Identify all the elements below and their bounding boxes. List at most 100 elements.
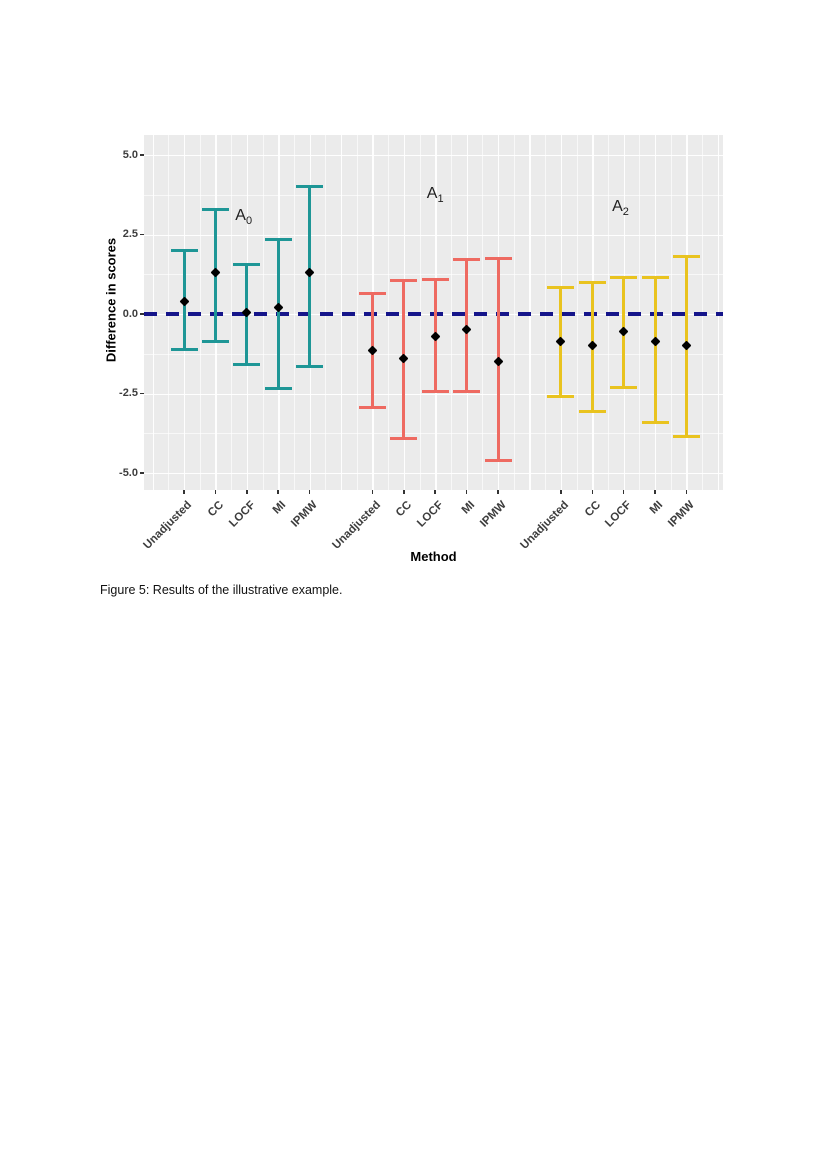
- gridline-horizontal-minor: [144, 274, 723, 276]
- error-bar-cap: [233, 263, 261, 267]
- point-estimate: [618, 326, 629, 337]
- y-tick-mark: [140, 392, 144, 395]
- error-bar-cap: [547, 395, 575, 399]
- x-tick-mark: [246, 490, 248, 494]
- y-tick-label: 2.5: [122, 228, 138, 240]
- y-tick-label: -5.0: [119, 466, 138, 479]
- group-label-text: A: [426, 184, 438, 202]
- point-estimate: [398, 353, 409, 364]
- group-label-a0: A0: [235, 207, 252, 227]
- error-bar-cap: [578, 280, 606, 284]
- group-label-text: A: [235, 206, 246, 224]
- error-bar-cap: [610, 275, 638, 279]
- error-bar-cap: [547, 285, 575, 289]
- x-tick-label: IPMW: [289, 499, 321, 530]
- y-tick-label: -2.5: [119, 387, 138, 399]
- plot-panel: A0 A1 A2: [144, 135, 723, 490]
- y-tick-mark: [140, 313, 144, 315]
- point-estimate: [430, 331, 441, 342]
- x-tick-mark: [622, 490, 625, 494]
- error-bar-cap: [358, 406, 386, 410]
- error-bar-cap: [641, 420, 669, 424]
- gridline-horizontal-major: [144, 473, 723, 475]
- x-tick-label: CC: [582, 499, 603, 520]
- error-bar-cap: [233, 363, 261, 367]
- y-tick-mark: [140, 154, 144, 156]
- y-tick-mark: [140, 472, 144, 474]
- x-tick-label: Unadjusted: [518, 499, 572, 552]
- group-label-subscript: 1: [437, 192, 444, 205]
- x-tick-mark: [560, 490, 562, 494]
- point-estimate: [681, 340, 692, 351]
- error-bar-stem: [653, 277, 657, 423]
- point-estimate: [493, 356, 503, 367]
- gridline-horizontal-major: [144, 234, 723, 236]
- error-bar-cap: [296, 185, 324, 189]
- gridline-horizontal-minor: [144, 353, 723, 355]
- error-bar-cap: [484, 458, 512, 462]
- figure-caption: Figure 5: Results of the illustrative ex…: [100, 583, 343, 597]
- group-label-subscript: 0: [245, 215, 253, 228]
- x-tick-mark: [308, 490, 311, 494]
- x-tick-mark: [214, 490, 217, 494]
- x-tick-mark: [497, 490, 499, 494]
- x-tick-label: LOCF: [415, 499, 446, 530]
- x-tick-label: MI: [459, 499, 478, 517]
- x-tick-label: MI: [271, 499, 289, 517]
- error-bar-cap: [641, 275, 669, 279]
- point-estimate: [304, 267, 315, 278]
- x-tick-mark: [654, 490, 656, 494]
- error-bar-stem: [276, 239, 280, 389]
- x-tick-label: Unadjusted: [141, 499, 195, 552]
- point-estimate: [210, 267, 221, 278]
- x-tick-mark: [465, 490, 468, 494]
- group-label-a2: A2: [612, 197, 629, 217]
- x-tick-mark: [434, 490, 436, 494]
- error-bar-cap: [201, 339, 229, 343]
- error-bar-cap: [264, 387, 292, 391]
- gridline-horizontal-minor: [144, 194, 723, 196]
- point-estimate: [587, 340, 598, 351]
- gridline-horizontal-minor: [144, 433, 723, 435]
- x-tick-mark: [371, 490, 374, 494]
- error-bar-cap: [578, 409, 606, 413]
- x-tick-mark: [183, 490, 185, 494]
- error-bar-cap: [390, 436, 418, 440]
- error-bar-cap: [358, 291, 386, 295]
- x-tick-label: MI: [647, 499, 666, 517]
- error-bar-cap: [453, 258, 481, 262]
- error-bar-cap: [453, 390, 481, 394]
- x-axis-labels: Unadjusted CC LOCF MI IPMW Unadjusted CC LOCF MI…: [141, 497, 723, 587]
- error-bar-cap: [201, 207, 229, 211]
- x-tick-mark: [277, 490, 279, 494]
- error-bar-cap: [264, 237, 292, 241]
- group-label-subscript: 2: [622, 205, 629, 218]
- y-tick-label: 5.0: [122, 148, 138, 161]
- point-estimate: [650, 336, 660, 346]
- x-tick-mark: [591, 490, 593, 494]
- y-tick-mark: [140, 233, 144, 236]
- x-tick-label: CC: [394, 499, 415, 520]
- x-axis-title: Method: [410, 549, 457, 564]
- group-label-a1: A1: [427, 185, 444, 205]
- zero-reference-line: [144, 312, 723, 316]
- x-tick-label: LOCF: [226, 499, 258, 530]
- gridline-horizontal-major: [144, 155, 723, 157]
- error-bar-cap: [610, 385, 638, 389]
- y-axis-title: Difference in scores: [103, 237, 119, 363]
- gridline-horizontal-major: [144, 393, 723, 395]
- error-bar-cap: [390, 279, 418, 283]
- x-tick-mark: [685, 490, 688, 494]
- error-bar-cap: [672, 255, 700, 259]
- x-tick-label: IPMW: [666, 499, 697, 530]
- point-estimate: [461, 324, 472, 335]
- error-bar-cap: [672, 434, 700, 438]
- error-bar-cap: [421, 277, 449, 281]
- error-bar-cap: [170, 248, 198, 252]
- x-tick-mark: [403, 490, 405, 494]
- error-bar-cap: [421, 390, 449, 394]
- y-tick-label: 0.0: [122, 307, 138, 320]
- x-tick-label: LOCF: [603, 499, 635, 530]
- error-bar-cap: [170, 347, 198, 351]
